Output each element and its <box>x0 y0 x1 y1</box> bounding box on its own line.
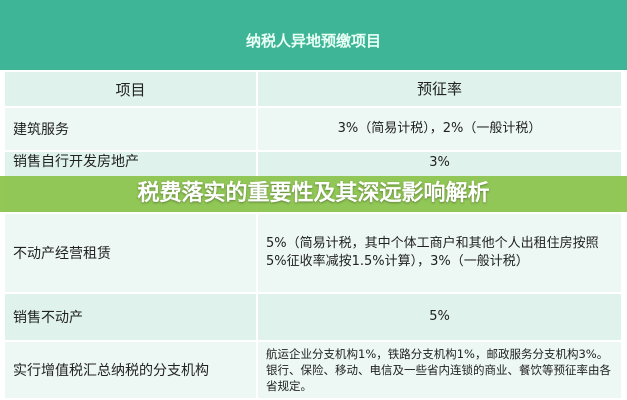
row-item: 建筑服务 <box>5 108 258 150</box>
tax-table: 项目 预征率 建筑服务 3%（简易计税），2%（一般计税） 销售自行开发房地产 … <box>5 72 621 400</box>
row-item: 实行增值税汇总纳税的分支机构 <box>5 342 258 398</box>
row-item: 销售不动产 <box>5 294 258 340</box>
article-title-banner: 税费落实的重要性及其深远影响解析 <box>0 176 627 212</box>
row-rate: 5%（简易计税，其中个体工商户和其他个人出租住房按照5%征收率减按1.5%计算）… <box>266 236 599 269</box>
row-rate: 5% <box>429 309 450 324</box>
table-row: 销售不动产 5% <box>5 294 621 342</box>
header-rate: 预征率 <box>416 80 462 98</box>
row-item: 不动产经营租赁 <box>5 214 258 292</box>
table-header-row: 项目 预征率 <box>5 72 621 108</box>
table-row: 建筑服务 3%（简易计税），2%（一般计税） <box>5 108 621 152</box>
row-rate: 3%（简易计税），2%（一般计税） <box>337 121 542 136</box>
table-row: 实行增值税汇总纳税的分支机构 航运企业分支机构1%，铁路分支机构1%，邮政服务分… <box>5 342 621 400</box>
table-title-bar: 纳税人异地预缴项目 <box>0 0 627 70</box>
row-rate: 航运企业分支机构1%，铁路分支机构1%，邮政服务分支机构3%。银行、保险、移动、… <box>266 347 611 393</box>
row-rate: 3% <box>429 155 450 170</box>
table-row: 不动产经营租赁 5%（简易计税，其中个体工商户和其他个人出租住房按照5%征收率减… <box>5 214 621 294</box>
header-item: 项目 <box>5 72 258 106</box>
table-title: 纳税人异地预缴项目 <box>245 32 381 50</box>
